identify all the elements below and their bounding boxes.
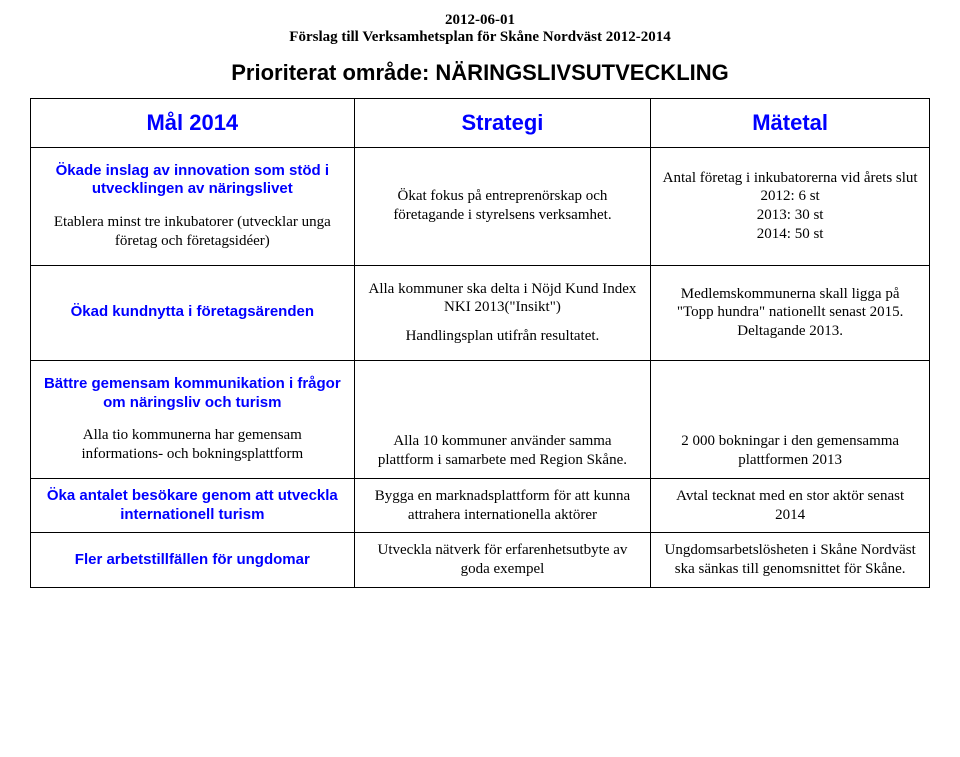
metric-line: 2014: 50 st (757, 226, 824, 242)
header-title: Prioriterat område: NÄRINGSLIVSUTVECKLIN… (30, 60, 930, 86)
table-row: Öka antalet besökare genom att utveckla … (31, 478, 930, 533)
cell-strategy: Ökat fokus på entreprenörskap och företa… (354, 147, 651, 265)
cell-goal: Bättre gemensam kommunikation i frågor o… (31, 360, 355, 478)
cell-metric: Medlemskommunerna skall ligga på "Topp h… (651, 265, 930, 360)
goal-title: Fler arbetstillfällen för ungdomar (75, 551, 310, 568)
cell-strategy: Bygga en marknadsplattform för att kunna… (354, 478, 651, 533)
head-mal: Mål 2014 (31, 99, 355, 148)
header-subtitle: Förslag till Verksamhetsplan för Skåne N… (30, 29, 930, 46)
metric-line: 2013: 30 st (757, 207, 824, 223)
goal-body: Etablera minst tre inkubatorer (utveckla… (41, 213, 344, 251)
cell-metric: Antal företag i inkubatorerna vid årets … (651, 147, 930, 265)
header-date: 2012-06-01 (30, 12, 930, 29)
cell-metric: Ungdomsarbetslösheten i Skåne Nordväst s… (651, 533, 930, 588)
table-row: Bättre gemensam kommunikation i frågor o… (31, 360, 930, 478)
strategy-table: Mål 2014 Strategi Mätetal Ökade inslag a… (30, 98, 930, 588)
table-row: Ökade inslag av innovation som stöd i ut… (31, 147, 930, 265)
head-matetal: Mätetal (651, 99, 930, 148)
cell-goal: Ökade inslag av innovation som stöd i ut… (31, 147, 355, 265)
page-header: 2012-06-01 Förslag till Verksamhetsplan … (30, 12, 930, 86)
cell-goal: Öka antalet besökare genom att utveckla … (31, 478, 355, 533)
cell-strategy: Alla kommuner ska delta i Nöjd Kund Inde… (354, 265, 651, 360)
cell-goal: Ökad kundnytta i företagsärenden (31, 265, 355, 360)
cell-strategy: Utveckla nätverk för erfarenhetsutbyte a… (354, 533, 651, 588)
goal-title: Ökad kundnytta i företagsärenden (71, 303, 314, 320)
goal-title: Ökade inslag av innovation som stöd i ut… (41, 162, 344, 200)
head-strategi: Strategi (354, 99, 651, 148)
goal-title: Öka antalet besökare genom att utveckla … (47, 487, 338, 523)
cell-metric: Avtal tecknat med en stor aktör senast 2… (651, 478, 930, 533)
cell-goal: Fler arbetstillfällen för ungdomar (31, 533, 355, 588)
cell-metric: 2 000 bokningar i den gemensamma plattfo… (651, 360, 930, 478)
table-row: Fler arbetstillfällen för ungdomar Utvec… (31, 533, 930, 588)
cell-strategy: Alla 10 kommuner använder samma plattfor… (354, 360, 651, 478)
goal-title: Bättre gemensam kommunikation i frågor o… (41, 375, 344, 413)
table-row: Ökad kundnytta i företagsärenden Alla ko… (31, 265, 930, 360)
table-head-row: Mål 2014 Strategi Mätetal (31, 99, 930, 148)
metric-line: Antal företag i inkubatorerna vid årets … (663, 170, 918, 186)
metric-line: 2012: 6 st (761, 188, 820, 204)
strategy-line: Alla kommuner ska delta i Nöjd Kund Inde… (365, 280, 641, 318)
goal-body: Alla tio kommunerna har gemensam informa… (41, 426, 344, 464)
strategy-line: Handlingsplan utifrån resultatet. (365, 327, 641, 346)
